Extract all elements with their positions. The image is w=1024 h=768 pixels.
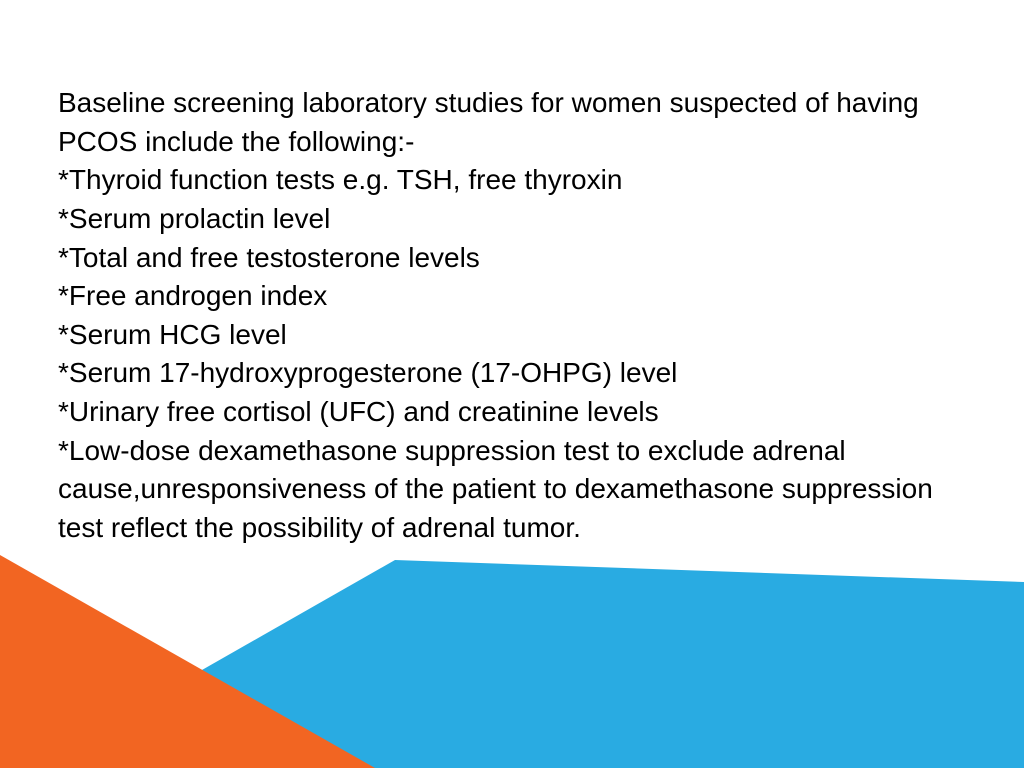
bullet-item: *Total and free testosterone levels — [58, 239, 968, 278]
bullet-item: *Free androgen index — [58, 277, 968, 316]
bullet-item: *Serum prolactin level — [58, 200, 968, 239]
bullet-item: *Serum HCG level — [58, 316, 968, 355]
bullet-item: *Thyroid function tests e.g. TSH, free t… — [58, 161, 968, 200]
intro-paragraph: Baseline screening laboratory studies fo… — [58, 84, 968, 161]
slide-text-block: Baseline screening laboratory studies fo… — [58, 84, 968, 548]
bullet-item: *Low-dose dexamethasone suppression test… — [58, 432, 968, 548]
bullet-item: *Urinary free cortisol (UFC) and creatin… — [58, 393, 968, 432]
bullet-item: *Serum 17-hydroxyprogesterone (17-OHPG) … — [58, 354, 968, 393]
